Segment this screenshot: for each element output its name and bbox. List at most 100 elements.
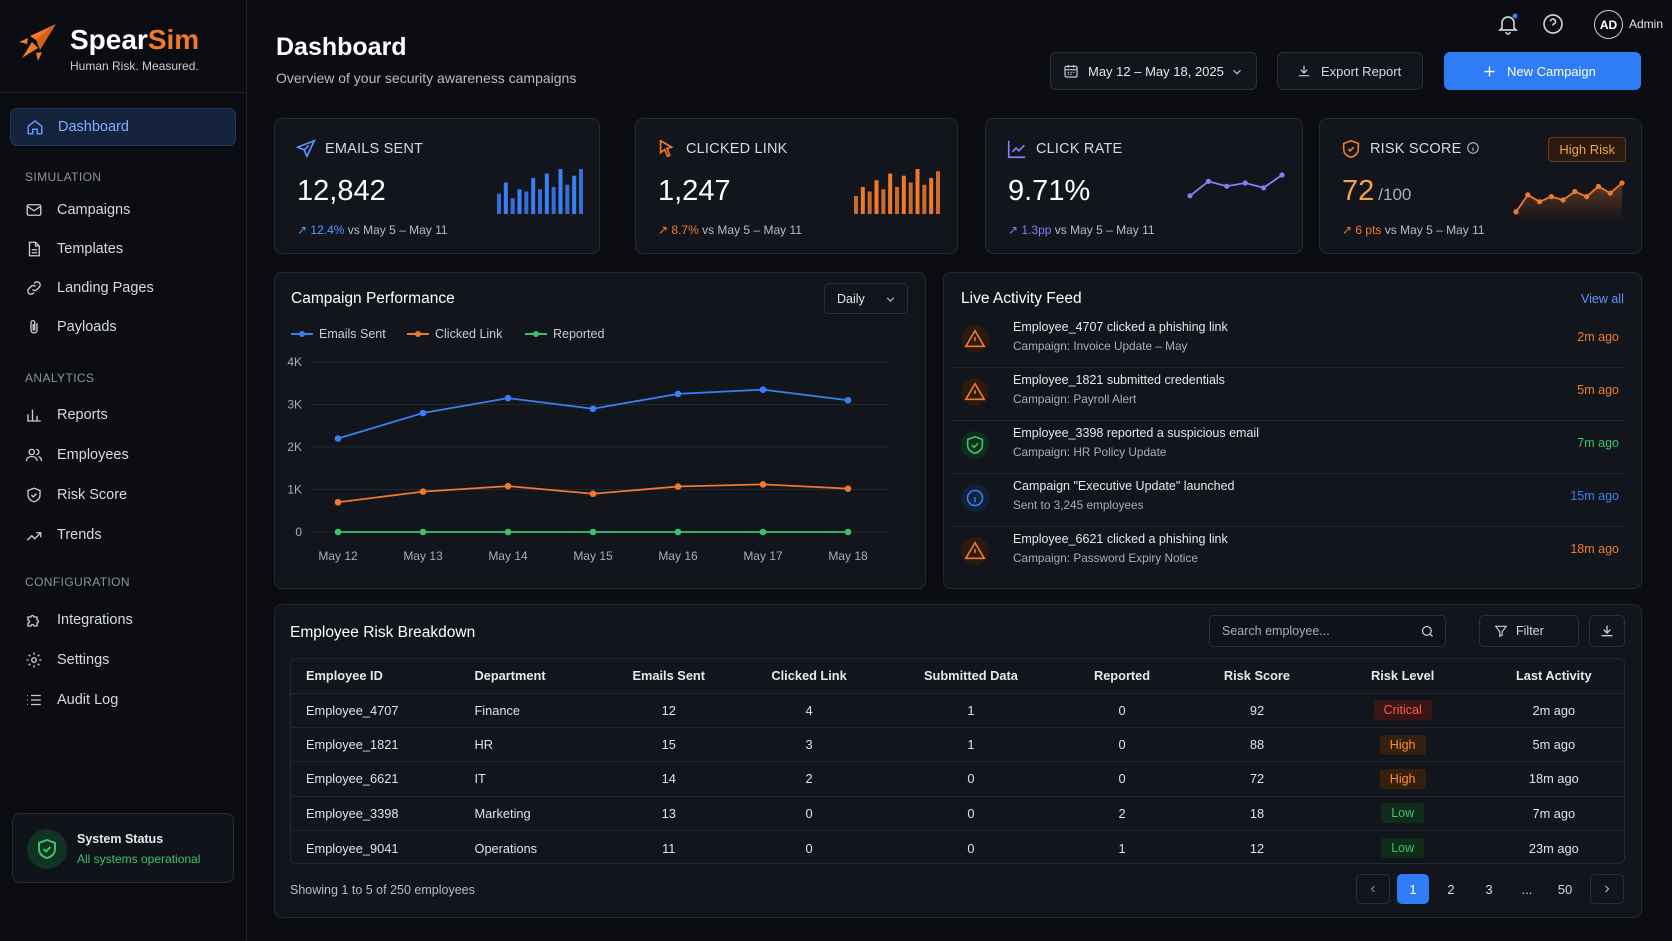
avatar[interactable]: AD	[1594, 10, 1623, 39]
activity-feed-item[interactable]: Employee_1821 submitted credentials Campa…	[943, 366, 1641, 420]
bell-icon[interactable]	[1496, 12, 1520, 36]
column-header[interactable]: Risk Level	[1321, 659, 1484, 694]
data-point[interactable]	[674, 483, 682, 490]
table-cell: Employee_3398	[291, 796, 475, 832]
table-row[interactable]: Employee_1821 HR 15 3 1 0 88 High 5m ago	[291, 727, 1624, 763]
sparkline-bar	[503, 182, 508, 214]
column-header[interactable]: Emails Sent	[609, 659, 729, 694]
paperclip-icon	[24, 317, 44, 337]
table-cell: 0	[967, 840, 975, 856]
table-row[interactable]: Employee_9041 Operations 11 0 0 1 12 Low 23m ago	[291, 831, 1624, 863]
data-point[interactable]	[419, 409, 427, 417]
download-button[interactable]	[1589, 615, 1625, 647]
column-header[interactable]: Clicked Link	[728, 659, 890, 694]
new-campaign-button[interactable]: New Campaign	[1444, 52, 1641, 90]
table-cell: 11	[662, 840, 676, 856]
kpi-compare: vs May 5 – May 11	[1384, 223, 1485, 237]
table-cell: 3	[728, 727, 890, 763]
export-report-button[interactable]: Export Report	[1277, 52, 1423, 90]
table-row[interactable]: Employee_6621 IT 14 2 0 0 72 High 18m ago	[291, 761, 1624, 797]
data-point[interactable]	[674, 390, 682, 398]
kpi-label: RISK SCORE	[1370, 141, 1480, 159]
user-name[interactable]: Admin	[1629, 17, 1664, 31]
kpi-label: CLICKED LINK	[686, 141, 788, 157]
data-point[interactable]	[334, 528, 342, 536]
column-header[interactable]: Employee ID	[291, 659, 475, 694]
brand-name: SpearSim	[70, 24, 199, 56]
sidebar-item-employees[interactable]: Employees	[10, 436, 236, 474]
data-point[interactable]	[334, 498, 342, 506]
data-point[interactable]	[759, 528, 767, 536]
table-cell: 72	[1192, 761, 1322, 797]
view-all-link[interactable]: View all	[1581, 292, 1624, 306]
sparkline-point	[1513, 209, 1519, 215]
brand-logo[interactable]: SpearSim Human Risk. Measured.	[16, 20, 199, 73]
help-icon[interactable]	[1541, 12, 1565, 36]
data-point[interactable]	[589, 405, 597, 413]
data-point[interactable]	[844, 528, 852, 536]
data-point[interactable]	[589, 490, 597, 498]
table-row[interactable]: Employee_3398 Marketing 13 0 0 2 18 Low 7m ago	[291, 796, 1624, 832]
data-point[interactable]	[504, 482, 512, 490]
sidebar-item-trends[interactable]: Trends	[10, 516, 236, 554]
sparkline-bar	[544, 173, 549, 214]
column-header[interactable]: Submitted Data	[890, 659, 1052, 694]
data-point[interactable]	[844, 396, 852, 404]
page-button-2[interactable]: 2	[1447, 881, 1455, 897]
sidebar-item-landing-pages[interactable]: Landing Pages	[10, 269, 236, 307]
sidebar-item-templates[interactable]: Templates	[10, 230, 236, 268]
period-select[interactable]: Daily	[824, 283, 908, 314]
activity-feed-item[interactable]: Employee_4707 clicked a phishing link Cam…	[943, 313, 1641, 367]
data-point[interactable]	[589, 528, 597, 536]
data-point[interactable]	[759, 386, 767, 393]
column-header[interactable]: Reported	[1051, 659, 1193, 694]
kpi-value: 9.71%	[1008, 175, 1091, 207]
column-header[interactable]: Last Activity	[1483, 659, 1624, 694]
campaign-performance-panel	[274, 272, 926, 589]
activity-text: Employee_4707 clicked a phishing link	[1013, 320, 1228, 334]
data-point[interactable]	[504, 528, 512, 536]
activity-feed-item[interactable]: Employee_6621 clicked a phishing link Cam…	[943, 525, 1641, 579]
table-row[interactable]: Employee_4707 Finance 12 4 1 0 92 Critical 2m ag…	[291, 693, 1624, 728]
sidebar-item-risk-score[interactable]: Risk Score	[10, 476, 236, 514]
sidebar-item-dashboard[interactable]: Dashboard	[10, 108, 236, 146]
data-point[interactable]	[419, 528, 427, 536]
page-button-50[interactable]: 50	[1557, 881, 1573, 897]
filter-button[interactable]: Filter	[1479, 615, 1579, 647]
table-body: Employee_4707 Finance 12 4 1 0 92 Critical 2m ag…	[291, 693, 1624, 863]
page-button-3[interactable]: 3	[1485, 881, 1493, 897]
column-header[interactable]: Risk Score	[1192, 659, 1322, 694]
kpi-delta-value: 6 pts	[1355, 223, 1382, 237]
sidebar-item-reports[interactable]: Reports	[10, 396, 236, 434]
data-point[interactable]	[419, 488, 427, 495]
feed-divider	[953, 420, 1623, 421]
data-point[interactable]	[674, 528, 682, 536]
sidebar-item-settings[interactable]: Settings	[10, 641, 236, 679]
data-point[interactable]	[844, 485, 852, 492]
data-point[interactable]	[334, 435, 342, 442]
search-input[interactable]: Search employee...	[1209, 615, 1446, 647]
info-icon[interactable]	[1466, 141, 1480, 159]
sparkline-bar	[558, 169, 563, 214]
sparkline-bar	[860, 187, 865, 214]
data-point[interactable]	[504, 394, 512, 402]
system-status-title: System Status	[77, 832, 164, 846]
page-button-1[interactable]: 1	[1397, 874, 1429, 904]
sidebar-item-integrations[interactable]: Integrations	[10, 601, 236, 639]
sparkline-area	[1516, 183, 1622, 221]
activity-feed-item[interactable]: Employee_3398 reported a suspicious emai…	[943, 419, 1641, 473]
next-page-button[interactable]	[1590, 874, 1624, 904]
data-point[interactable]	[759, 481, 767, 488]
sidebar-item-audit-log[interactable]: Audit Log	[10, 681, 236, 719]
activity-feed-item[interactable]: Campaign "Executive Update" launched Sent…	[943, 472, 1641, 526]
live-activity-feed-title: Live Activity Feed	[961, 290, 1082, 307]
column-header[interactable]: Department	[474, 659, 610, 694]
prev-page-button[interactable]	[1356, 874, 1390, 904]
sidebar-item-campaigns[interactable]: Campaigns	[10, 191, 236, 229]
y-tick-label: 4K	[287, 355, 302, 369]
section-label-analytics: ANALYTICS	[25, 371, 95, 385]
date-range-picker[interactable]: May 12 – May 18, 2025	[1050, 52, 1257, 90]
activity-time: 5m ago	[1577, 383, 1619, 397]
sidebar-item-payloads[interactable]: Payloads	[10, 308, 236, 346]
sidebar-item-label: Reports	[57, 407, 108, 423]
